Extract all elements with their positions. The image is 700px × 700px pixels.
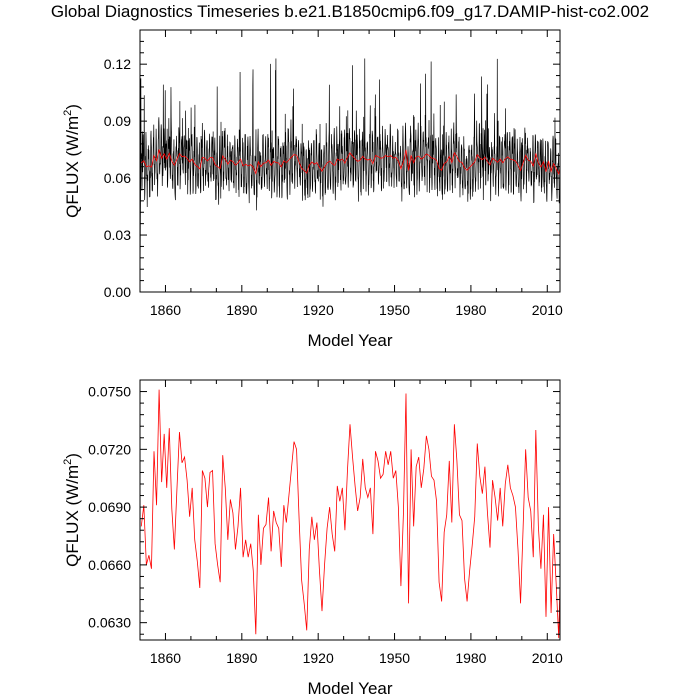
y-tick-label: 0.0660 — [88, 557, 131, 573]
x-tick-label: 1920 — [303, 650, 334, 666]
x-tick-label: 2010 — [532, 302, 563, 318]
x-tick-label: 1890 — [226, 650, 257, 666]
y-tick-label: 0.06 — [104, 170, 131, 186]
y-axis-label: QFLUX (W/m2) — [62, 104, 82, 218]
monthly-series-line — [140, 58, 560, 292]
plot-frame — [139, 379, 561, 641]
x-tick-label: 1860 — [150, 650, 181, 666]
bottom-plot: 1860 1890 1920 1950 1980 2010 0.0630 0.0660 0.06… — [62, 379, 563, 698]
x-axis-label: Model Year — [307, 331, 392, 350]
y-tick-label: 0.00 — [104, 284, 131, 300]
annual-series-line — [140, 389, 560, 639]
x-tick-label: 1980 — [455, 302, 486, 318]
x-tick-label: 1980 — [455, 650, 486, 666]
x-tick-label: 1950 — [379, 650, 410, 666]
page-title: Global Diagnostics Timeseries b.e21.B185… — [50, 2, 650, 21]
annual-series-line — [141, 149, 560, 176]
y-tick-label: 0.03 — [104, 227, 131, 243]
x-tick-label: 1920 — [303, 302, 334, 318]
y-tick-label: 0.09 — [104, 113, 131, 129]
top-plot: 1860 1890 1920 1950 1980 2010 0.00 0.03 0.06 0.09… — [62, 29, 563, 350]
y-tick-label: 0.0630 — [88, 615, 131, 631]
x-tick-label: 1890 — [226, 302, 257, 318]
y-tick-label: 0.0690 — [88, 499, 131, 515]
y-tick-label: 0.0750 — [88, 384, 131, 400]
plot-frame — [139, 29, 561, 293]
x-tick-label: 1950 — [379, 302, 410, 318]
x-axis-label: Model Year — [307, 679, 392, 698]
y-tick-label: 0.12 — [104, 56, 131, 72]
x-tick-label: 1860 — [150, 302, 181, 318]
y-axis-label: QFLUX (W/m2) — [62, 453, 82, 567]
x-tick-label: 2010 — [532, 650, 563, 666]
y-tick-label: 0.0720 — [88, 441, 131, 457]
